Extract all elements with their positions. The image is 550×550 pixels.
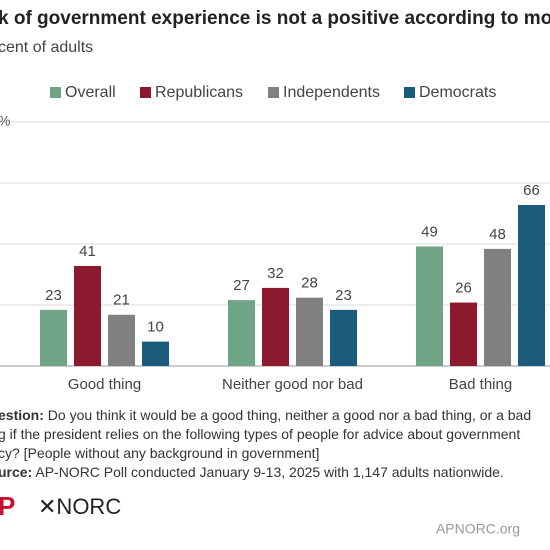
bar	[416, 246, 443, 366]
bar	[142, 341, 169, 366]
bar	[518, 204, 545, 366]
bar	[330, 309, 357, 366]
legend-label: Democrats	[419, 84, 496, 101]
chart-title: k of government experience is not a posi…	[0, 8, 550, 29]
bar	[228, 300, 255, 366]
legend-swatch	[140, 87, 151, 98]
note-label: estion:	[0, 407, 44, 423]
bar	[450, 302, 477, 366]
value-label: 66	[523, 182, 540, 199]
note: estion: Do you think it would be a good …	[0, 407, 531, 423]
x-tick-label: Bad thing	[449, 376, 512, 393]
bar	[296, 297, 323, 366]
value-label: 23	[335, 287, 352, 304]
note-label: urce:	[0, 464, 32, 480]
note-text: g if the president relies on the followi…	[0, 426, 520, 442]
note-text: cy? [People without any background in go…	[0, 445, 319, 461]
value-label: 26	[455, 280, 472, 297]
value-label: 32	[267, 265, 284, 282]
value-label: 41	[79, 243, 96, 260]
value-label: 10	[147, 319, 164, 336]
value-label: 21	[113, 292, 130, 309]
legend-swatch	[404, 87, 415, 98]
value-label: 48	[489, 226, 506, 243]
value-label: 28	[301, 275, 318, 292]
chart-subtitle: cent of adults	[0, 39, 93, 56]
bar	[74, 265, 101, 366]
note-text: AP-NORC Poll conducted January 9-13, 202…	[32, 464, 504, 480]
note: g if the president relies on the followi…	[0, 426, 520, 442]
value-label: 49	[421, 223, 438, 240]
legend-label: Republicans	[155, 84, 243, 101]
note: urce: AP-NORC Poll conducted January 9-1…	[0, 464, 504, 480]
legend-swatch	[268, 87, 279, 98]
value-label: 23	[45, 287, 62, 304]
logo: P	[0, 491, 15, 521]
legend-swatch	[50, 87, 61, 98]
x-tick-label: Good thing	[68, 376, 141, 393]
logo: ✕NORC	[38, 494, 121, 519]
website: APNORC.org	[436, 521, 520, 537]
x-tick-label: Neither good nor bad	[222, 376, 363, 393]
bar	[40, 309, 67, 366]
bar	[262, 287, 289, 366]
y-tick-label: %	[0, 113, 10, 129]
legend-label: Overall	[65, 84, 116, 101]
note-text: Do you think it would be a good thing, n…	[44, 407, 531, 423]
note: cy? [People without any background in go…	[0, 445, 319, 461]
bar	[108, 314, 135, 366]
value-label: 27	[233, 277, 250, 294]
bar	[484, 248, 511, 366]
legend-label: Independents	[283, 84, 380, 101]
